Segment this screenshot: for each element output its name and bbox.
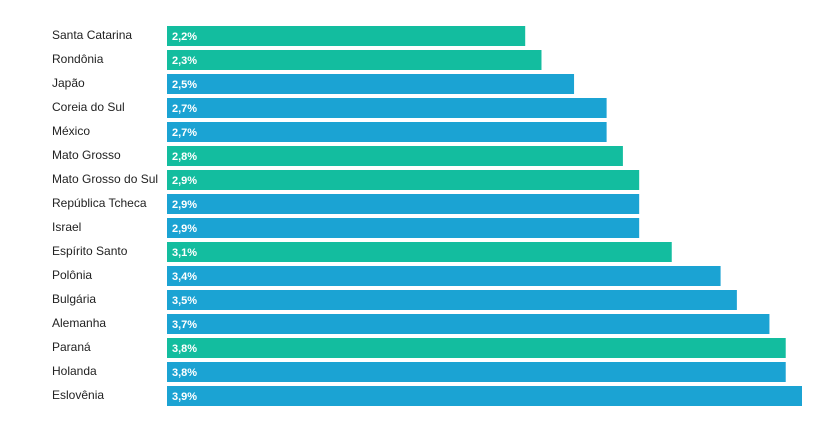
value-label: 3,1% [172, 247, 197, 259]
value-label: 2,9% [172, 199, 197, 211]
bar [167, 74, 575, 94]
category-label: México [52, 124, 90, 138]
bar [167, 242, 672, 262]
bar [167, 218, 640, 238]
category-label: República Tcheca [52, 196, 147, 210]
value-label: 2,7% [172, 127, 197, 139]
category-label: Japão [52, 76, 85, 90]
bar [167, 122, 607, 142]
category-label: Mato Grosso [52, 148, 121, 162]
category-label: Rondônia [52, 52, 104, 66]
category-label: Bulgária [52, 292, 96, 306]
value-label: 3,4% [172, 271, 197, 283]
category-label: Eslovênia [52, 388, 104, 402]
category-label: Mato Grosso do Sul [52, 172, 158, 186]
category-label: Alemanha [52, 316, 106, 330]
value-label: 2,3% [172, 55, 197, 67]
bar [167, 98, 607, 118]
category-label: Santa Catarina [52, 28, 132, 42]
bar [167, 146, 623, 166]
value-label: 3,5% [172, 295, 197, 307]
category-label: Paraná [52, 340, 91, 354]
bar [167, 194, 640, 214]
bar [167, 386, 802, 406]
bar [167, 266, 721, 286]
value-label: 3,8% [172, 367, 197, 379]
value-label: 2,8% [172, 151, 197, 163]
value-label: 3,9% [172, 391, 197, 403]
value-label: 3,8% [172, 343, 197, 355]
value-label: 2,9% [172, 175, 197, 187]
value-label: 2,7% [172, 103, 197, 115]
bar [167, 50, 542, 70]
bar [167, 338, 786, 358]
category-label: Israel [52, 220, 81, 234]
value-label: 2,2% [172, 31, 197, 43]
value-label: 3,7% [172, 319, 197, 331]
bar [167, 290, 737, 310]
category-label: Coreia do Sul [52, 100, 125, 114]
bar [167, 314, 770, 334]
category-label: Polônia [52, 268, 92, 282]
category-label: Holanda [52, 364, 97, 378]
value-label: 2,5% [172, 79, 197, 91]
bar [167, 26, 526, 46]
value-label: 2,9% [172, 223, 197, 235]
bar [167, 362, 786, 382]
bar [167, 170, 640, 190]
category-label: Espírito Santo [52, 244, 128, 258]
